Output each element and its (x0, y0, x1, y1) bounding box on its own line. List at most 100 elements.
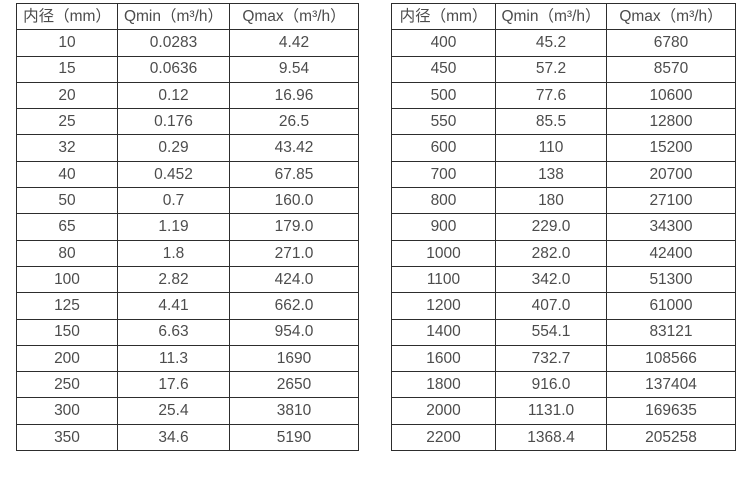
table-row: 50 0.7 160.0 (16, 187, 359, 215)
table-cell: 1100 (391, 265, 496, 294)
table-cell: 5190 (229, 423, 359, 452)
table-cell: 67.85 (229, 160, 359, 189)
table-cell: 50 (16, 187, 118, 215)
table-cell: 954.0 (229, 318, 359, 346)
table-cell: 200 (16, 344, 118, 373)
table-row: 1100 342.0 51300 (391, 265, 736, 294)
table-row: 1200 407.0 61000 (391, 292, 736, 320)
table-row: 600 110 15200 (391, 134, 736, 162)
table-row: 32 0.29 43.42 (16, 134, 359, 162)
column-header-diameter: 内径（mm） (16, 2, 118, 31)
table-cell: 0.176 (117, 108, 230, 136)
table-cell: 450 (391, 55, 496, 83)
table-cell: 6780 (606, 29, 736, 57)
table-cell: 271.0 (229, 239, 359, 267)
table-cell: 282.0 (495, 239, 607, 267)
table-cell: 8570 (606, 55, 736, 83)
table-cell: 0.7 (117, 187, 230, 215)
table-row: 700 138 20700 (391, 160, 736, 189)
table-cell: 500 (391, 81, 496, 110)
table-cell: 554.1 (495, 318, 607, 346)
table-cell: 160.0 (229, 187, 359, 215)
table-cell: 15 (16, 55, 118, 83)
table-cell: 34300 (606, 213, 736, 241)
table-row: 300 25.4 3810 (16, 397, 359, 425)
table-cell: 700 (391, 160, 496, 189)
table-cell: 300 (16, 397, 118, 425)
table-cell: 77.6 (495, 81, 607, 110)
table-row: 350 34.6 5190 (16, 423, 359, 452)
table-cell: 61000 (606, 292, 736, 320)
table-cell: 17.6 (117, 371, 230, 399)
table-cell: 4.42 (229, 29, 359, 57)
table-cell: 1200 (391, 292, 496, 320)
table-cell: 43.42 (229, 134, 359, 162)
table-row: 550 85.5 12800 (391, 108, 736, 136)
table-row: 40 0.452 67.85 (16, 160, 359, 189)
table-cell: 65 (16, 213, 118, 241)
table-cell: 1368.4 (495, 423, 607, 452)
table-row: 20 0.12 16.96 (16, 81, 359, 110)
column-header-qmax: Qmax（m³/h） (229, 2, 359, 31)
table-row: 250 17.6 2650 (16, 371, 359, 399)
table-cell: 108566 (606, 344, 736, 373)
table-cell: 1690 (229, 344, 359, 373)
flow-range-table-dn10-350: 内径（mm） Qmin（m³/h） Qmax（m³/h） 10 0.0283 4.4… (16, 2, 359, 452)
table-cell: 0.452 (117, 160, 230, 189)
table-cell: 32 (16, 134, 118, 162)
table-cell: 205258 (606, 423, 736, 452)
table-cell: 1800 (391, 371, 496, 399)
table-cell: 2000 (391, 397, 496, 425)
table-cell: 0.0636 (117, 55, 230, 83)
table-row: 1600 732.7 108566 (391, 344, 736, 373)
table-cell: 1131.0 (495, 397, 607, 425)
table-cell: 1.8 (117, 239, 230, 267)
table-cell: 42400 (606, 239, 736, 267)
table-cell: 57.2 (495, 55, 607, 83)
table-cell: 662.0 (229, 292, 359, 320)
table-cell: 80 (16, 239, 118, 267)
table-body: 10 0.0283 4.42 15 0.0636 9.54 20 0.12 16.96 25 0.1… (16, 29, 359, 452)
table-cell: 1600 (391, 344, 496, 373)
table-cell: 4.41 (117, 292, 230, 320)
table-cell: 407.0 (495, 292, 607, 320)
table-cell: 25 (16, 108, 118, 136)
table-cell: 2650 (229, 371, 359, 399)
table-cell: 350 (16, 423, 118, 452)
table-cell: 11.3 (117, 344, 230, 373)
table-cell: 180 (495, 187, 607, 215)
table-cell: 179.0 (229, 213, 359, 241)
table-cell: 40 (16, 160, 118, 189)
table-cell: 15200 (606, 134, 736, 162)
table-row: 900 229.0 34300 (391, 213, 736, 241)
table-cell: 85.5 (495, 108, 607, 136)
table-row: 2000 1131.0 169635 (391, 397, 736, 425)
table-cell: 83121 (606, 318, 736, 346)
table-cell: 110 (495, 134, 607, 162)
table-cell: 342.0 (495, 265, 607, 294)
table-cell: 137404 (606, 371, 736, 399)
table-cell: 1.19 (117, 213, 230, 241)
table-row: 100 2.82 424.0 (16, 265, 359, 294)
table-row: 150 6.63 954.0 (16, 318, 359, 346)
table-cell: 550 (391, 108, 496, 136)
table-cell: 9.54 (229, 55, 359, 83)
table-header: 内径（mm） Qmin（m³/h） Qmax（m³/h） (16, 2, 359, 31)
table-cell: 0.12 (117, 81, 230, 110)
table-cell: 34.6 (117, 423, 230, 452)
table-cell: 916.0 (495, 371, 607, 399)
table-cell: 138 (495, 160, 607, 189)
table-cell: 51300 (606, 265, 736, 294)
table-row: 65 1.19 179.0 (16, 213, 359, 241)
table-row: 450 57.2 8570 (391, 55, 736, 83)
table-cell: 1000 (391, 239, 496, 267)
table-row: 1400 554.1 83121 (391, 318, 736, 346)
table-cell: 800 (391, 187, 496, 215)
table-cell: 424.0 (229, 265, 359, 294)
table-cell: 125 (16, 292, 118, 320)
table-row: 25 0.176 26.5 (16, 108, 359, 136)
table-cell: 2.82 (117, 265, 230, 294)
table-cell: 3810 (229, 397, 359, 425)
table-cell: 0.29 (117, 134, 230, 162)
